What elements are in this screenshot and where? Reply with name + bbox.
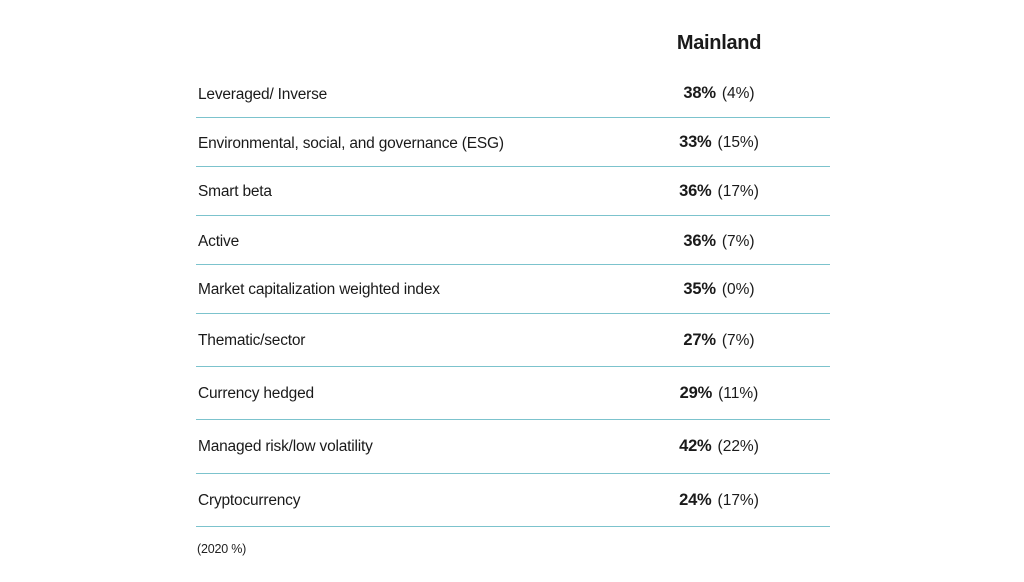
row-value: 36% (17%) xyxy=(660,182,778,201)
row-value: 42% (22%) xyxy=(660,437,778,456)
value-2020: (17%) xyxy=(717,492,759,509)
row-value: 27% (7%) xyxy=(660,331,778,350)
row-value: 38% (4%) xyxy=(660,84,778,103)
table-row: Cryptocurrency 24% (17%) xyxy=(196,474,830,527)
row-value: 29% (11%) xyxy=(660,384,778,403)
value-2021: 36% xyxy=(683,232,716,250)
table-row: Environmental, social, and governance (E… xyxy=(196,118,830,167)
value-2020: (17%) xyxy=(717,183,759,200)
row-label: Active xyxy=(198,233,240,250)
table-row: Currency hedged 29% (11%) xyxy=(196,367,830,420)
value-2021: 38% xyxy=(683,84,716,102)
row-label: Leveraged/ Inverse xyxy=(198,86,328,103)
row-value: 35% (0%) xyxy=(660,280,778,299)
table-row: Thematic/sector 27% (7%) xyxy=(196,314,830,367)
data-table: Leveraged/ Inverse 38% (4%) Environmental… xyxy=(196,70,830,527)
table-row: Managed risk/low volatility 42% (22%) xyxy=(196,420,830,474)
value-2021: 35% xyxy=(683,280,716,298)
row-label: Managed risk/low volatility xyxy=(198,438,373,455)
table-row: Leveraged/ Inverse 38% (4%) xyxy=(196,70,830,118)
footnote: (2020 %) xyxy=(197,542,247,556)
value-2021: 36% xyxy=(679,182,712,200)
value-2020: (7%) xyxy=(721,233,755,250)
value-2020: (11%) xyxy=(718,385,759,402)
value-2020: (7%) xyxy=(721,332,755,349)
row-label: Market capitalization weighted index xyxy=(198,281,440,298)
row-value: 33% (15%) xyxy=(660,133,778,152)
row-label: Thematic/sector xyxy=(198,332,306,349)
value-2020: (4%) xyxy=(721,85,755,102)
value-2021: 27% xyxy=(683,331,716,349)
row-label: Environmental, social, and governance (E… xyxy=(198,135,504,152)
row-label: Currency hedged xyxy=(198,385,314,402)
value-2021: 29% xyxy=(679,384,713,402)
table-row: Active 36% (7%) xyxy=(196,216,830,265)
value-2021: 42% xyxy=(679,437,712,455)
value-2020: (22%) xyxy=(717,438,759,455)
row-value: 36% (7%) xyxy=(660,232,778,251)
column-header-mainland: Mainland xyxy=(676,32,762,54)
value-2021: 24% xyxy=(679,491,712,509)
table-row: Market capitalization weighted index 35%… xyxy=(196,265,830,314)
value-2021: 33% xyxy=(679,133,712,151)
value-2020: (0%) xyxy=(721,281,755,298)
row-value: 24% (17%) xyxy=(660,491,778,510)
table-row: Smart beta 36% (17%) xyxy=(196,167,830,216)
row-label: Cryptocurrency xyxy=(198,492,301,509)
row-label: Smart beta xyxy=(198,183,272,200)
value-2020: (15%) xyxy=(717,134,759,151)
